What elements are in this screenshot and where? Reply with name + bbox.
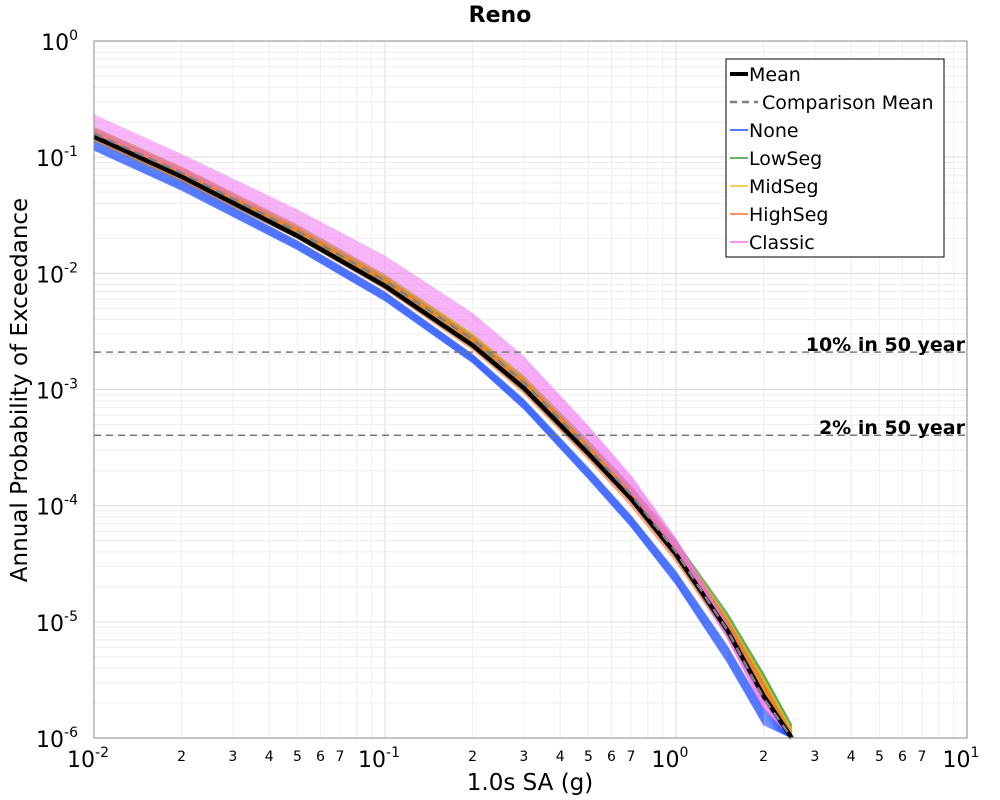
branch-curve-lowseg (93, 133, 793, 733)
x-minor-tick-label: 4 (847, 749, 856, 765)
branch-curve-classic (93, 120, 793, 739)
branch-curve-lowseg (93, 137, 793, 737)
branch-curve-midseg (93, 139, 793, 739)
branch-curve-classic (93, 114, 793, 739)
branch-curve-midseg (93, 128, 793, 732)
reference-line-label: 10% in 50 year (806, 334, 966, 356)
x-minor-tick-label: 4 (556, 749, 565, 765)
branch-curve-highseg (93, 129, 793, 735)
x-minor-tick-label: 5 (584, 749, 593, 765)
y-tick-label: 10-2 (36, 260, 78, 288)
branch-curve-classic (93, 116, 793, 739)
y-tick-label: 10-6 (36, 725, 78, 753)
branch-curve-highseg (93, 139, 793, 739)
branch-curve-lowseg (93, 128, 793, 728)
x-minor-tick-label: 5 (875, 749, 884, 765)
x-minor-tick-label: 3 (228, 749, 237, 765)
branch-curve-lowseg (93, 132, 793, 732)
branch-curve-classic (93, 130, 793, 739)
mean-curves (93, 132, 794, 740)
x-minor-tick-label: 3 (810, 749, 819, 765)
branch-curve-none (93, 139, 793, 739)
branch-curve-classic (93, 127, 793, 739)
x-tick-label: 101 (943, 745, 980, 773)
y-tick-label: 10-3 (36, 377, 78, 405)
branch-curve-classic (93, 121, 793, 739)
branch-curve-none (93, 143, 793, 739)
branch-curve-classic (93, 123, 793, 739)
x-minor-tick-label: 7 (335, 749, 344, 765)
x-minor-tick-label: 6 (898, 749, 907, 765)
branch-curve-midseg (93, 129, 793, 733)
chart-title: Reno (469, 3, 532, 28)
branch-curve-none (93, 144, 793, 739)
y-tick-label: 100 (41, 28, 78, 56)
branch-curve-classic (93, 117, 793, 739)
branch-curve-none (93, 140, 793, 739)
legend-box (725, 58, 945, 258)
x-minor-tick-label: 4 (265, 749, 274, 765)
branch-curve-classic (93, 128, 793, 739)
legend-label-comparison-mean: Comparison Mean (762, 92, 934, 114)
branch-curve-lowseg (93, 126, 793, 726)
branch-curve-highseg (93, 130, 793, 738)
x-minor-tick-label: 2 (468, 749, 477, 765)
x-tick-label: 10-2 (67, 745, 109, 773)
legend: Mean Comparison Mean None LowSeg MidSeg HighS… (725, 58, 945, 258)
branch-curve-none (93, 141, 793, 739)
comparison-mean-curve (93, 132, 793, 739)
y-axis-ticks: 100 10-1 10-2 10-3 10-4 10-5 10-6 (36, 28, 78, 753)
x-minor-tick-label: 2 (177, 749, 186, 765)
plot-frame (93, 40, 968, 739)
x-minor-tick-label: 3 (519, 749, 528, 765)
branch-curve-lowseg (93, 139, 793, 739)
branch-curve-midseg (93, 131, 793, 735)
branch-curve-none (93, 141, 793, 739)
legend-label-midseg: MidSeg (749, 176, 819, 198)
x-minor-tick-label: 7 (626, 749, 635, 765)
x-minor-tick-label: 6 (316, 749, 325, 765)
branch-curve-none (93, 142, 793, 739)
branch-curve-midseg (93, 132, 793, 736)
branch-curve-classic (93, 118, 793, 739)
branch-curve-none (93, 145, 793, 739)
y-tick-label: 10-5 (36, 609, 78, 637)
legend-label-highseg: HighSeg (749, 204, 828, 226)
branch-curve-lowseg (93, 134, 793, 734)
x-minor-tick-label: 2 (759, 749, 768, 765)
legend-label-lowseg: LowSeg (749, 148, 822, 170)
y-axis-label: Annual Probability of Exceedance (7, 198, 33, 582)
grid (93, 41, 967, 739)
legend-label-none: None (749, 120, 799, 142)
branch-curve-none (93, 146, 793, 739)
branch-curve-highseg (93, 138, 793, 739)
legend-label-mean: Mean (749, 64, 801, 86)
branch-curve-none (93, 148, 793, 739)
x-minor-tick-label: 5 (293, 749, 302, 765)
branch-curve-highseg (93, 130, 793, 736)
branch-curve-midseg (93, 130, 793, 734)
branch-curve-none (93, 144, 793, 739)
reference-lines: 10% in 50 year 2% in 50 year (94, 334, 967, 439)
x-minor-tick-label: 7 (917, 749, 926, 765)
reference-line-label: 2% in 50 year (819, 417, 966, 439)
branch-curve-none (93, 148, 793, 739)
x-tick-label: 10-1 (358, 745, 400, 773)
branch-curve-lowseg (93, 129, 793, 729)
legend-label-classic: Classic (749, 232, 815, 254)
branch-curve-midseg (93, 138, 793, 739)
branch-curve-lowseg (93, 130, 793, 730)
y-tick-label: 10-1 (36, 144, 78, 172)
x-minor-tick-label: 6 (607, 749, 616, 765)
y-tick-label: 10-4 (36, 493, 78, 521)
branch-curve-none (93, 147, 793, 739)
branch-curve-highseg (93, 128, 793, 734)
x-axis-label: 1.0s SA (g) (467, 770, 594, 796)
branch-curve-classic (93, 124, 793, 739)
x-tick-label: 100 (652, 745, 689, 773)
branch-bands (93, 114, 793, 739)
